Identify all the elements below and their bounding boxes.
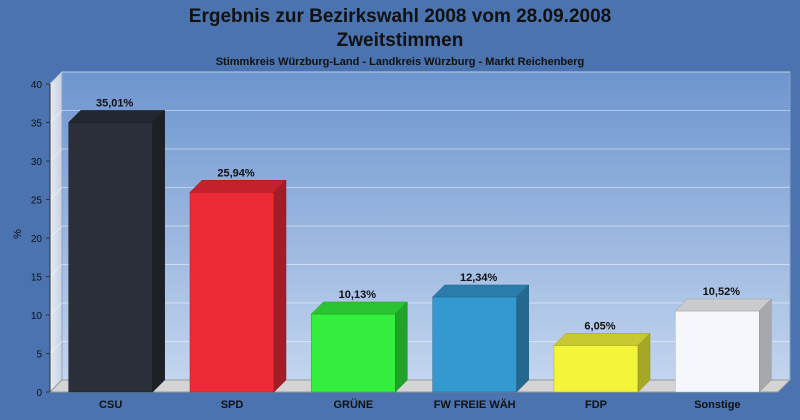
chart-subtitle: Stimmkreis Würzburg-Land - Landkreis Wür… <box>216 56 585 68</box>
plot-area <box>48 70 792 394</box>
y-tick-label: 30 <box>31 157 43 168</box>
bar-top <box>68 110 166 123</box>
data-label: 10,13% <box>339 289 377 301</box>
chart-title: Ergebnis zur Bezirkswahl 2008 vom 28.09.… <box>189 6 611 27</box>
bars <box>68 109 772 393</box>
y-tick-label: 0 <box>36 388 42 399</box>
grid-line <box>49 302 790 316</box>
bar-sonstige <box>674 298 772 393</box>
y-tick-label: 25 <box>31 196 43 207</box>
bar-front <box>311 313 396 393</box>
x-tick-label: FDP <box>585 399 607 411</box>
bar-csu <box>68 109 166 393</box>
x-axis: CSU SPD GRÜNE FW FREIE WÄH FDP Sonstige <box>99 398 741 411</box>
bar-front <box>675 310 760 393</box>
bar-fdp <box>553 332 651 393</box>
data-labels: 35,01% 25,94% 10,13% 12,34% 6,05% 10,52% <box>96 97 740 332</box>
x-tick-label: Sonstige <box>694 399 740 411</box>
grid-line <box>49 225 790 239</box>
y-tick-label: 35 <box>31 119 43 130</box>
bar-side <box>637 332 651 393</box>
chart-title-line2: Zweitstimmen <box>337 30 464 51</box>
bar-front <box>68 122 153 393</box>
data-label: 10,52% <box>703 286 741 298</box>
bar-top <box>553 333 651 346</box>
plot-back-wall <box>61 71 791 381</box>
x-tick-label: CSU <box>99 399 122 411</box>
data-label: 12,34% <box>460 272 498 284</box>
y-tick-label: 10 <box>31 311 43 322</box>
bar-grüne <box>310 301 408 393</box>
y-tick-label: 20 <box>31 234 43 245</box>
bar-front <box>189 192 275 393</box>
x-tick-label: GRÜNE <box>333 398 373 411</box>
y-axis: 0 5 10 15 20 25 30 35 40 <box>31 80 51 399</box>
bar-side <box>759 298 772 393</box>
x-tick-label: FW FREIE WÄH <box>434 398 516 411</box>
grid-line <box>49 148 790 162</box>
bar-front <box>432 296 517 393</box>
bar-spd <box>189 179 287 393</box>
bar-front <box>553 345 639 393</box>
y-axis-title: % <box>12 229 24 239</box>
bar-top <box>189 180 287 193</box>
bar-fw-freie-wäh <box>432 284 530 393</box>
data-label: 35,01% <box>96 97 134 109</box>
x-tick-label: SPD <box>221 399 244 411</box>
bar-top <box>432 284 530 298</box>
grid-lines <box>49 71 790 354</box>
y-tick-label: 40 <box>31 80 43 91</box>
data-label: 6,05% <box>584 320 615 332</box>
bar-side <box>395 301 408 393</box>
grid-line <box>49 264 790 277</box>
grid-line <box>49 110 790 123</box>
bar-top <box>310 301 408 315</box>
data-label: 25,94% <box>217 167 255 179</box>
y-tick-label: 5 <box>36 350 42 361</box>
bar-side <box>152 109 165 393</box>
grid-line <box>49 71 790 85</box>
bar-top <box>674 298 772 312</box>
grid-line <box>49 187 790 200</box>
y-tick-label: 15 <box>31 273 43 284</box>
bar-side <box>273 179 287 393</box>
bar-side <box>516 284 529 393</box>
grid-line <box>49 341 790 354</box>
